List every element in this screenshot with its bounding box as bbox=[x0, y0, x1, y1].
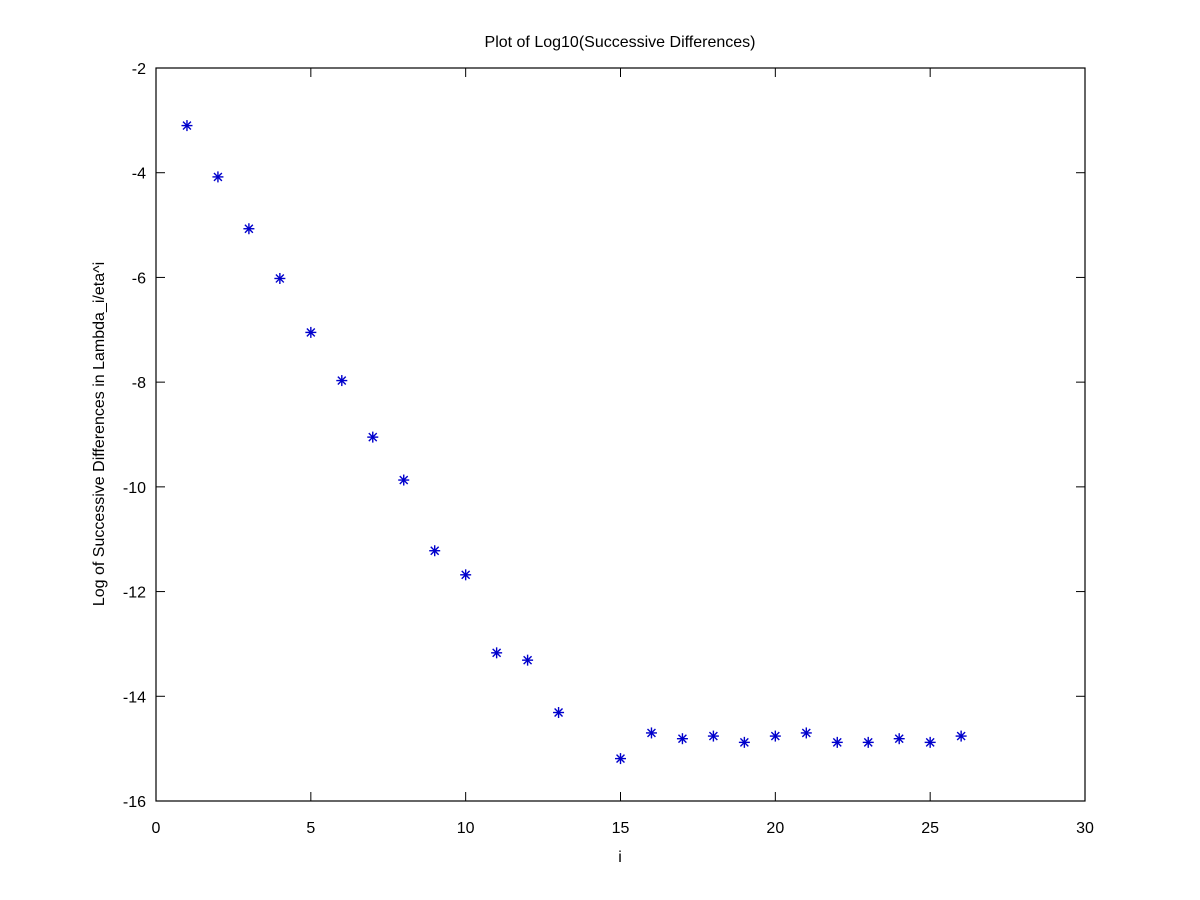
data-point bbox=[800, 727, 812, 739]
y-tick-label: -12 bbox=[123, 585, 146, 602]
x-tick-label: 30 bbox=[1076, 820, 1094, 837]
data-point bbox=[522, 654, 534, 666]
data-point bbox=[615, 753, 626, 765]
data-point bbox=[676, 733, 688, 745]
data-point bbox=[491, 647, 503, 659]
y-tick-label: -14 bbox=[123, 689, 146, 706]
x-axis-title: i bbox=[618, 849, 622, 866]
plot-area-frame bbox=[155, 67, 1086, 802]
chart-title: Plot of Log10(Successive Differences) bbox=[485, 34, 756, 51]
x-tick-label: 25 bbox=[921, 820, 939, 837]
y-tick-label: -6 bbox=[132, 270, 146, 287]
data-point bbox=[893, 733, 905, 745]
data-point bbox=[212, 171, 224, 183]
y-tick-label: -16 bbox=[123, 794, 146, 811]
x-tick-label: 15 bbox=[612, 820, 630, 837]
y-tick-label: -4 bbox=[132, 166, 146, 183]
data-point bbox=[305, 326, 317, 338]
data-point bbox=[460, 569, 472, 581]
y-tick-label: -10 bbox=[123, 480, 146, 497]
y-tick-label: -8 bbox=[132, 375, 146, 392]
y-axis: -16 -14 -12 -10 -8 -6 -4 -2 bbox=[123, 61, 1085, 811]
x-tick-label: 0 bbox=[152, 820, 161, 837]
data-point bbox=[553, 707, 565, 719]
data-point bbox=[955, 730, 967, 742]
data-point bbox=[862, 736, 874, 748]
data-point bbox=[769, 730, 781, 742]
data-point bbox=[181, 120, 193, 132]
data-point bbox=[831, 736, 843, 748]
data-point bbox=[429, 545, 441, 557]
x-tick-label: 5 bbox=[306, 820, 315, 837]
data-point bbox=[398, 474, 410, 486]
x-tick-label: 20 bbox=[766, 820, 784, 837]
data-point bbox=[274, 272, 286, 284]
x-tick-label: 10 bbox=[457, 820, 475, 837]
y-axis-title: Log of Successive Differences in Lambda_… bbox=[91, 262, 108, 606]
x-axis: 0 5 10 15 20 25 30 bbox=[152, 68, 1094, 837]
data-point bbox=[336, 375, 348, 387]
data-point bbox=[738, 736, 750, 748]
data-point bbox=[707, 730, 719, 742]
data-point bbox=[243, 223, 255, 235]
data-point bbox=[367, 431, 379, 443]
data-point bbox=[645, 727, 657, 739]
data-point bbox=[924, 736, 936, 748]
y-tick-label: -2 bbox=[132, 61, 146, 78]
data-points bbox=[181, 120, 967, 765]
